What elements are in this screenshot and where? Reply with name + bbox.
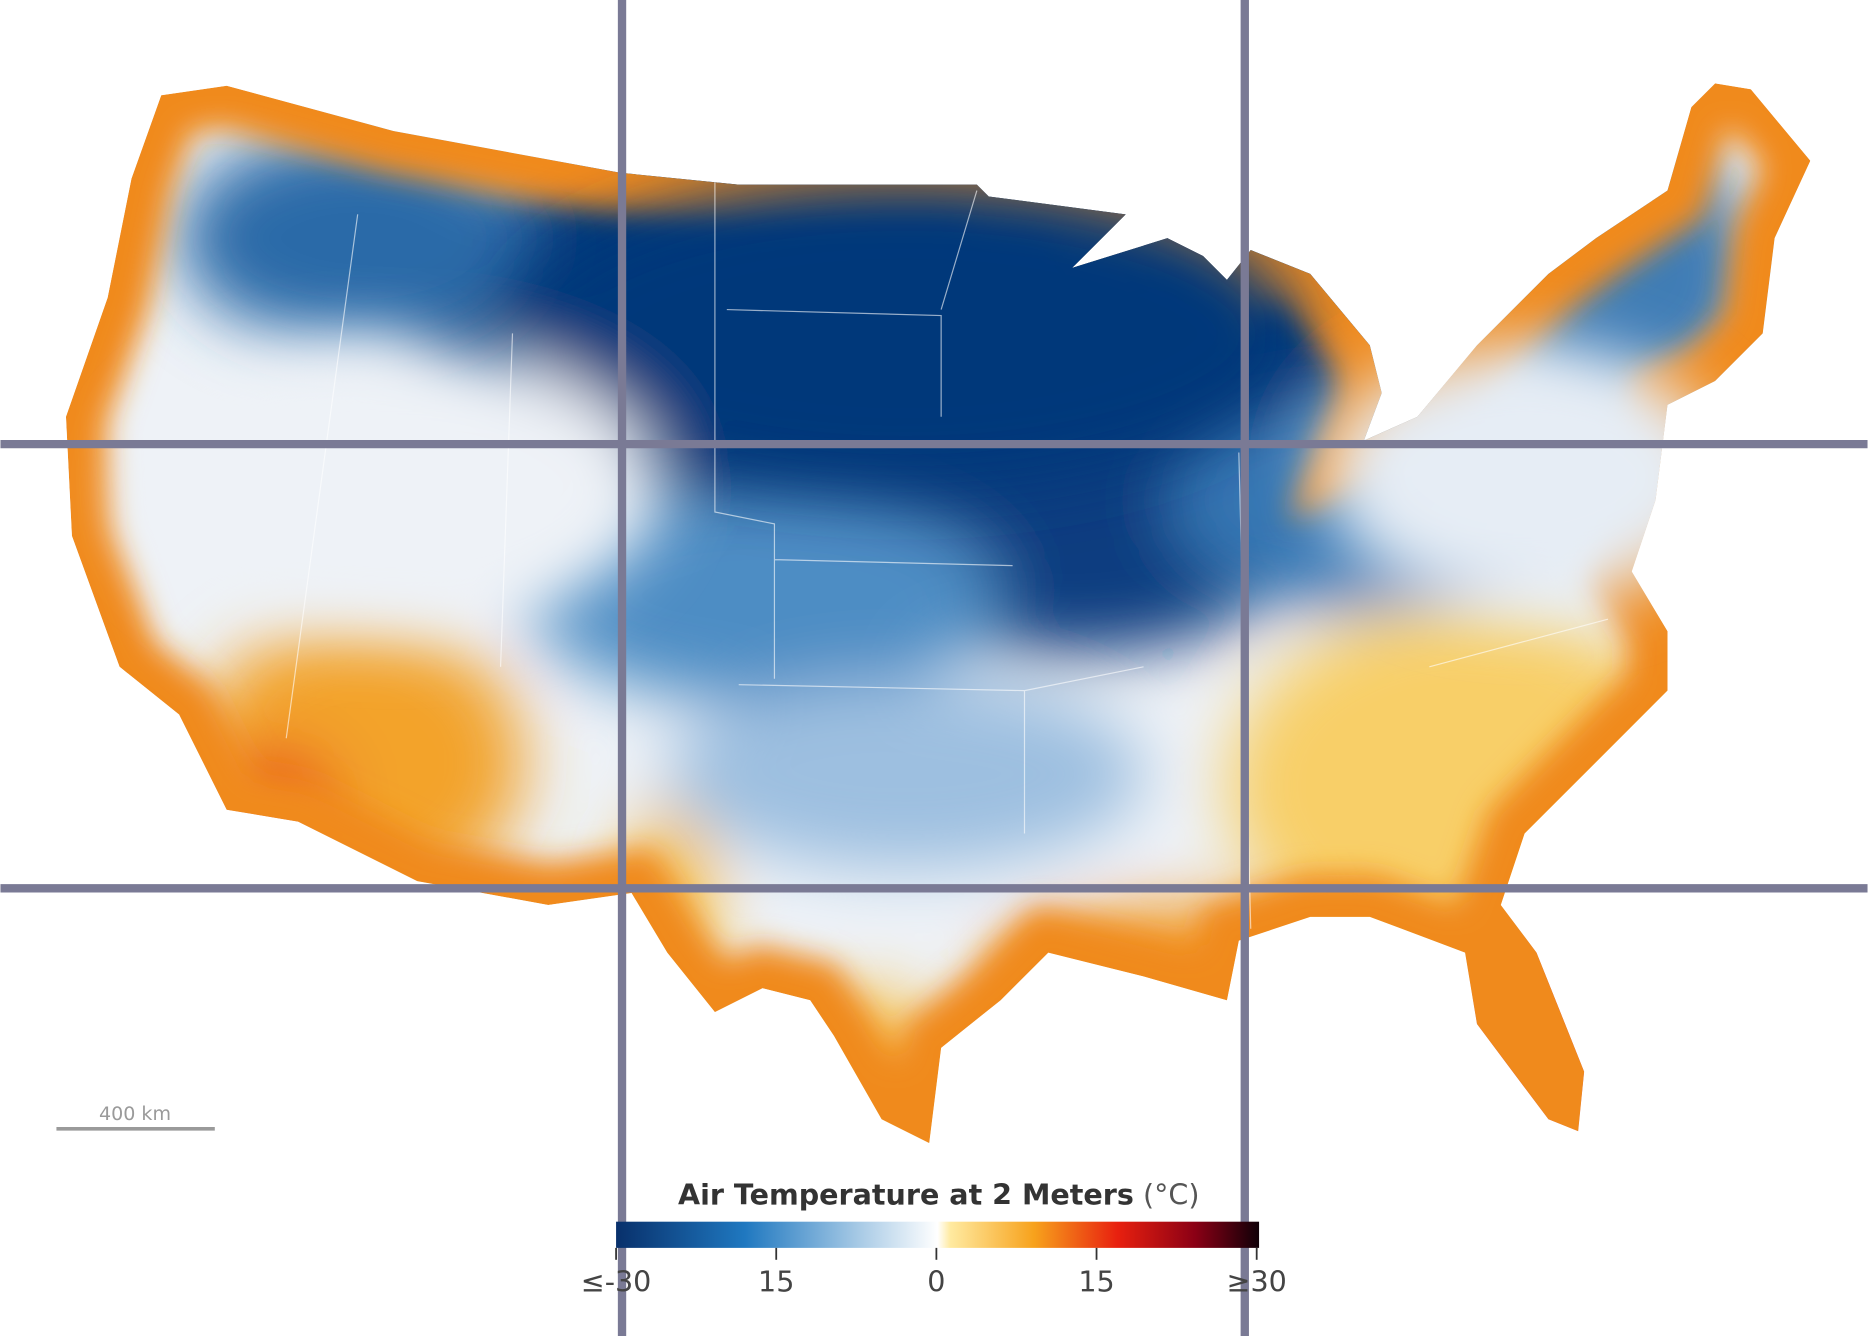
legend-unit: (°C) [1143,1178,1200,1212]
scale-bar: 400 km [56,1103,215,1131]
scale-bar-label: 400 km [99,1103,171,1125]
legend: Air Temperature at 2 Meters (°C) ≤-30 15 0… [581,1178,1287,1299]
color-bar-label: ≥30 [1227,1265,1287,1299]
color-bar-label: 15 [1078,1265,1114,1299]
legend-title: Air Temperature at 2 Meters (°C) [678,1178,1200,1212]
color-bar-label: 15 [758,1265,794,1299]
color-bar [616,1221,1260,1248]
legend-title-text: Air Temperature at 2 Meters [678,1178,1134,1212]
color-bar-label: 0 [927,1265,945,1299]
color-bar-label: ≤-30 [581,1265,652,1299]
